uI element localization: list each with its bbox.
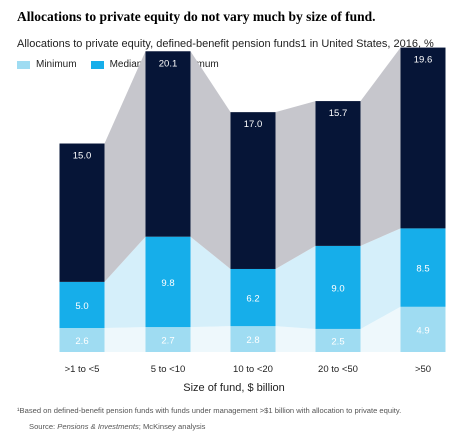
band-maximum-1 [190,51,231,269]
data-label-maximum-2: 17.0 [244,119,263,130]
band-median-1 [190,236,231,328]
band-minimum-2 [275,326,316,352]
data-label-maximum-0: 15.0 [73,151,92,162]
data-label-minimum-4: 4.9 [416,325,429,336]
footnote: ¹Based on defined-benefit pension funds … [17,406,402,415]
x-tick-label-0: >1 to <5 [65,364,100,375]
bar-median-4 [400,228,446,307]
bar-minimum-1 [145,327,191,352]
legend-item-median: Median [90,59,143,70]
x-tick-label-4: >50 [415,364,431,375]
band-maximum-3 [360,47,401,246]
data-label-median-4: 8.5 [416,264,429,275]
band-maximum-2 [275,101,316,269]
x-axis-label: Size of fund, $ billion [183,382,285,394]
source-publication: Pensions & Investments [57,422,139,431]
data-label-minimum-2: 2.8 [246,335,259,346]
bar-maximum-4 [400,47,446,229]
bar-maximum-2 [230,112,276,269]
data-label-maximum-3: 15.7 [329,108,348,119]
data-label-minimum-0: 2.6 [75,336,88,347]
legend-item-minimum: Minimum [17,59,77,70]
x-tick-label-2: 10 to <20 [233,364,273,375]
legend-label-minimum: Minimum [36,59,77,70]
bar-median-2 [230,268,276,327]
data-label-median-2: 6.2 [246,294,259,305]
band-minimum-1 [190,326,231,352]
x-tick-label-3: 20 to <50 [318,364,358,375]
band-maximum-0 [104,51,146,282]
x-tick-label-1: 5 to <10 [151,364,186,375]
legend-label-median: Median [109,59,143,70]
band-minimum-0 [104,327,146,352]
band-median-3 [360,228,401,329]
band-median-2 [275,245,316,329]
band-median-0 [104,236,146,329]
source-rest: ; McKinsey analysis [138,422,206,431]
chart-subtitle: Allocations to private equity, defined-b… [17,38,434,50]
data-label-median-3: 9.0 [331,283,344,294]
bar-median-1 [145,236,191,328]
data-label-maximum-1: 20.1 [159,58,178,69]
legend-swatch-median [90,60,104,69]
source-note: Source: Pensions & Investments; McKinsey… [29,422,205,431]
bar-maximum-3 [315,101,361,246]
data-label-minimum-1: 2.7 [161,336,174,347]
bar-minimum-2 [230,326,276,352]
chart-title: Allocations to private equity do not var… [17,9,376,24]
data-label-maximum-4: 19.6 [414,55,433,66]
bar-minimum-4 [400,306,446,352]
bar-median-3 [315,245,361,329]
data-label-median-1: 9.8 [161,278,174,289]
legend-swatch-minimum [17,60,30,69]
data-label-minimum-3: 2.5 [331,336,344,347]
bar-minimum-3 [315,328,361,352]
bar-maximum-0 [59,143,105,282]
band-minimum-3 [360,306,401,352]
data-label-median-0: 5.0 [75,301,88,312]
bar-minimum-0 [59,328,105,352]
source-prefix: Source: [29,422,56,431]
bar-maximum-1 [145,51,191,237]
bar-median-0 [59,281,105,329]
